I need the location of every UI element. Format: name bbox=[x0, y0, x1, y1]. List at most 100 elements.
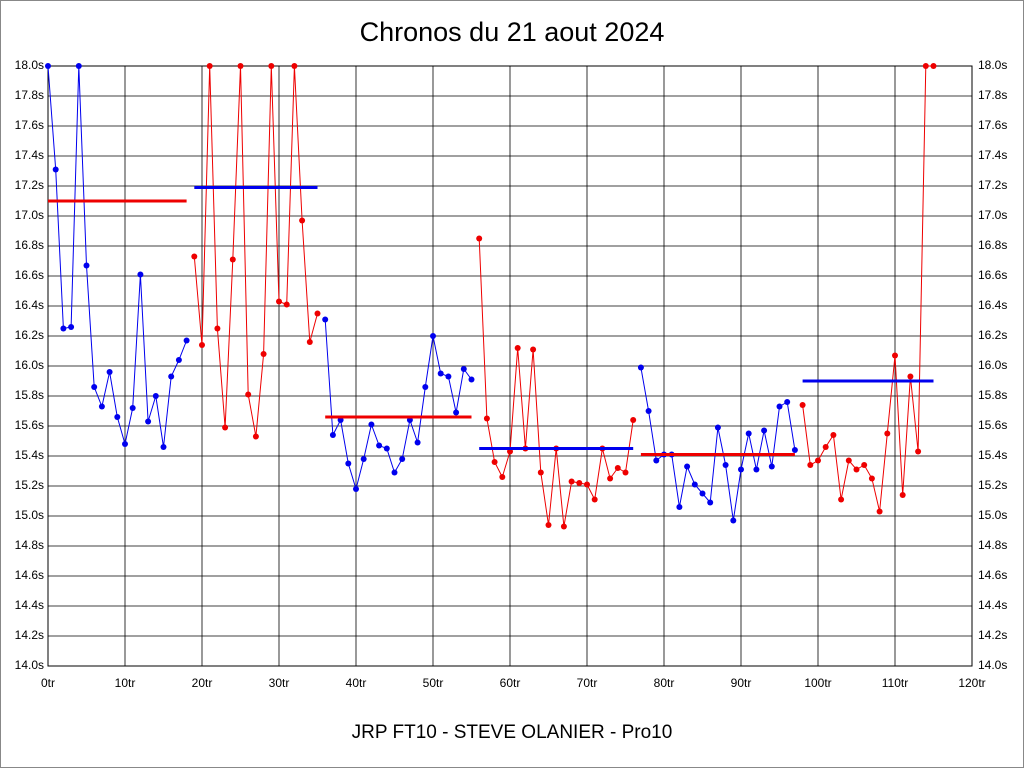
data-point bbox=[560, 523, 567, 530]
data-point bbox=[206, 63, 213, 69]
data-point bbox=[283, 301, 290, 308]
data-point bbox=[730, 517, 737, 524]
y-tick-label: 15.4s bbox=[15, 448, 44, 462]
y2-tick-label: 14.0s bbox=[978, 658, 1007, 672]
y-tick-label: 14.6s bbox=[15, 568, 44, 582]
data-point bbox=[306, 339, 313, 345]
data-point bbox=[861, 462, 868, 468]
data-point bbox=[199, 342, 205, 348]
data-point bbox=[768, 463, 775, 470]
data-point bbox=[399, 456, 406, 462]
data-point bbox=[75, 63, 82, 69]
x-tick-label: 50tr bbox=[423, 676, 444, 690]
data-point bbox=[637, 364, 644, 371]
data-point bbox=[784, 399, 791, 405]
data-point bbox=[753, 466, 760, 473]
x-tick-label: 120tr bbox=[958, 676, 985, 690]
data-point bbox=[460, 366, 467, 372]
data-point bbox=[468, 376, 475, 383]
data-point bbox=[175, 357, 182, 363]
data-point bbox=[106, 369, 113, 375]
y2-tick-label: 17.0s bbox=[978, 208, 1007, 222]
data-point bbox=[329, 432, 336, 438]
y-tick-label: 16.2s bbox=[15, 328, 44, 342]
y2-tick-label: 17.6s bbox=[978, 118, 1007, 132]
data-point bbox=[314, 310, 321, 317]
x-tick-label: 60tr bbox=[500, 676, 521, 690]
y-tick-label: 16.0s bbox=[15, 358, 44, 372]
data-point bbox=[691, 481, 698, 488]
data-point bbox=[607, 475, 614, 482]
data-point bbox=[430, 333, 436, 339]
data-point bbox=[60, 325, 67, 332]
data-point bbox=[761, 427, 768, 434]
data-point bbox=[160, 444, 167, 450]
x-tick-label: 70tr bbox=[577, 676, 598, 690]
data-point bbox=[360, 456, 367, 462]
data-point bbox=[838, 496, 845, 503]
data-point bbox=[368, 421, 375, 428]
data-point bbox=[476, 235, 483, 242]
data-point bbox=[168, 373, 175, 380]
data-point bbox=[722, 462, 729, 468]
y2-tick-label: 16.6s bbox=[978, 268, 1007, 282]
data-point bbox=[930, 63, 937, 69]
y-tick-label: 15.2s bbox=[15, 478, 44, 492]
data-point bbox=[514, 345, 521, 351]
data-point bbox=[892, 352, 898, 359]
data-point bbox=[68, 324, 75, 330]
data-point bbox=[437, 370, 444, 377]
data-point bbox=[345, 460, 352, 467]
data-point bbox=[114, 414, 121, 420]
data-point bbox=[260, 351, 267, 357]
data-point bbox=[98, 403, 105, 410]
data-point bbox=[137, 271, 144, 278]
data-point bbox=[52, 166, 59, 173]
data-point bbox=[799, 402, 806, 408]
x-tick-label: 20tr bbox=[192, 676, 213, 690]
data-point bbox=[245, 391, 252, 398]
y-tick-label: 17.0s bbox=[15, 208, 44, 222]
x-tick-label: 90tr bbox=[731, 676, 752, 690]
chart-footer: JRP FT10 - STEVE OLANIER - Pro10 bbox=[352, 722, 673, 743]
data-point bbox=[183, 337, 190, 344]
y2-tick-label: 14.8s bbox=[978, 538, 1007, 552]
y2-tick-label: 17.4s bbox=[978, 148, 1007, 162]
y2-tick-label: 15.4s bbox=[978, 448, 1007, 462]
data-point bbox=[414, 439, 421, 446]
y2-tick-label: 14.4s bbox=[978, 598, 1007, 612]
data-point bbox=[876, 508, 883, 515]
y-tick-label: 16.6s bbox=[15, 268, 44, 282]
y-tick-label: 17.8s bbox=[15, 88, 44, 102]
data-point bbox=[91, 384, 98, 390]
data-point bbox=[276, 298, 282, 305]
data-point bbox=[699, 490, 706, 497]
data-point bbox=[252, 433, 259, 440]
data-point bbox=[229, 256, 236, 263]
y2-tick-label: 16.0s bbox=[978, 358, 1007, 372]
y-tick-label: 16.8s bbox=[15, 238, 44, 252]
data-point bbox=[122, 441, 128, 447]
data-point bbox=[630, 417, 637, 423]
data-point bbox=[299, 217, 306, 224]
data-point bbox=[237, 63, 244, 69]
data-point bbox=[45, 63, 51, 69]
data-point bbox=[422, 384, 429, 390]
x-tick-label: 110tr bbox=[882, 676, 908, 690]
data-point bbox=[614, 465, 621, 471]
y2-tick-label: 18.0s bbox=[978, 58, 1007, 72]
y-tick-label: 15.6s bbox=[15, 418, 44, 432]
data-point bbox=[845, 457, 852, 464]
data-point bbox=[83, 262, 90, 269]
data-point bbox=[591, 496, 598, 503]
data-point bbox=[391, 469, 398, 476]
y2-tick-label: 17.2s bbox=[978, 178, 1007, 192]
data-point bbox=[807, 462, 814, 468]
y-tick-label: 17.2s bbox=[15, 178, 44, 192]
y2-tick-label: 16.2s bbox=[978, 328, 1007, 342]
data-point bbox=[322, 316, 329, 323]
data-point bbox=[707, 499, 714, 506]
data-point bbox=[222, 424, 229, 431]
